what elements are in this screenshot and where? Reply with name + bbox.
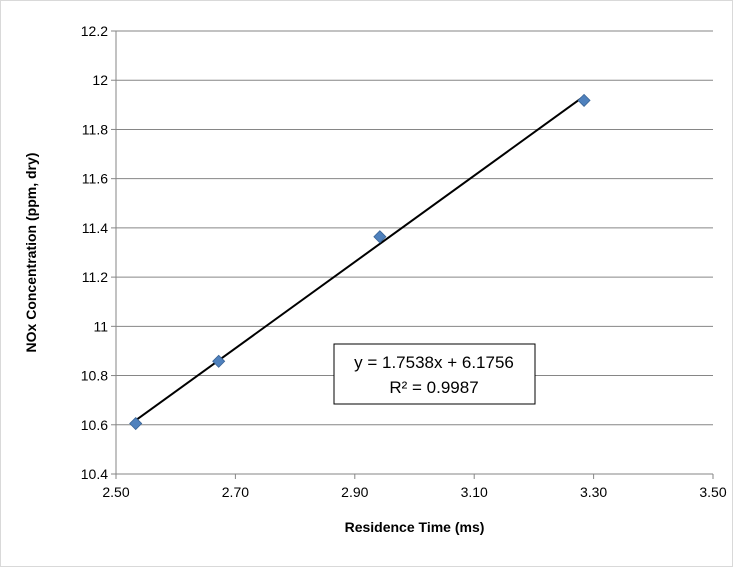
y-tick-label: 11.6 (82, 171, 108, 187)
trendline-equation: y = 1.7538x + 6.1756 (354, 353, 514, 372)
data-points (129, 93, 591, 431)
trendline (135, 95, 585, 422)
x-tick-label: 3.10 (461, 484, 488, 500)
y-axis-ticks: 10.4 10.6 10.8 11 11.2 11.4 11.6 11.8 12 12.2 (81, 23, 116, 482)
y-tick-label: 10.6 (81, 417, 108, 433)
x-tick-label: 2.70 (222, 484, 249, 500)
y-tick-label: 11 (93, 318, 108, 334)
data-point (212, 354, 226, 368)
gridlines (116, 30, 713, 426)
y-tick-label: 12 (92, 72, 108, 88)
x-tick-label: 2.50 (102, 484, 129, 500)
axes (115, 31, 713, 475)
y-tick-label: 11.8 (82, 121, 108, 137)
y-tick-label: 11.2 (82, 269, 108, 285)
x-axis-ticks: 2.50 2.70 2.90 3.10 3.30 3.50 (102, 474, 727, 500)
y-tick-label: 12.2 (81, 23, 108, 39)
y-tick-label: 11.4 (82, 220, 108, 236)
x-tick-label: 2.90 (341, 484, 368, 500)
trendline-equation-box: y = 1.7538x + 6.1756 R² = 0.9987 (333, 343, 536, 405)
x-tick-label: 3.30 (580, 484, 607, 500)
data-point (373, 230, 387, 244)
data-point (577, 93, 591, 107)
y-tick-label: 10.4 (81, 466, 108, 482)
equation-box-border (333, 343, 536, 405)
x-tick-label: 3.50 (699, 484, 726, 500)
y-axis-title: NOx Concentration (ppm, dry) (23, 153, 39, 353)
y-tick-label: 10.8 (81, 368, 108, 384)
data-point (129, 416, 143, 431)
x-axis-title: Residence Time (ms) (345, 519, 485, 535)
trendline-group (135, 95, 585, 422)
r-squared-label: R² = 0.9987 (389, 378, 478, 397)
